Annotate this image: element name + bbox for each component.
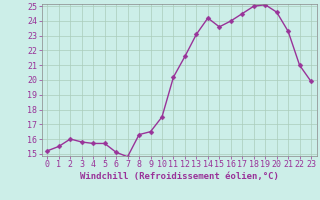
X-axis label: Windchill (Refroidissement éolien,°C): Windchill (Refroidissement éolien,°C) xyxy=(80,172,279,181)
